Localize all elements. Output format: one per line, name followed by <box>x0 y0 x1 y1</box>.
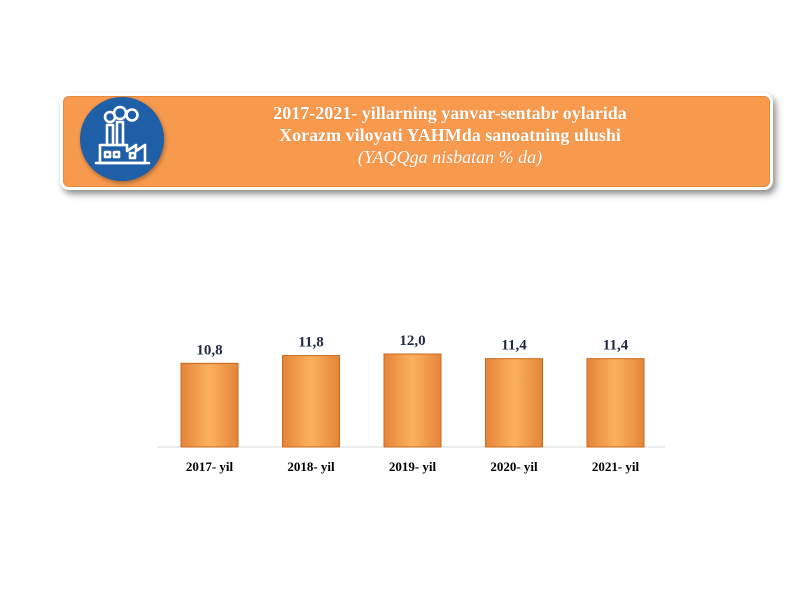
bar-2 <box>282 355 340 448</box>
data-label-2: 11,8 <box>298 335 323 351</box>
bar-5 <box>586 358 645 448</box>
data-label-4: 11,4 <box>501 338 527 354</box>
title-banner <box>60 93 773 190</box>
bar-3 <box>383 353 442 448</box>
title-line-1: 2017-2021- yillarning yanvar-sentabr oyl… <box>273 103 627 123</box>
factory-icon <box>80 97 164 181</box>
data-label-5: 11,4 <box>603 338 629 354</box>
bar-4 <box>485 358 543 448</box>
x-tick-label-2: 2018- yil <box>287 459 335 474</box>
chart-title: 2017-2021- yillarning yanvar-sentabr oyl… <box>170 102 730 168</box>
x-tick-label-5: 2021- yil <box>592 459 640 474</box>
data-label-1: 10,8 <box>196 342 222 358</box>
x-tick-label-4: 2020- yil <box>490 459 538 474</box>
data-label-3: 12,0 <box>399 333 425 349</box>
x-tick-label-3: 2019- yil <box>389 459 437 474</box>
title-line-2: Xorazm viloyati YAHMda sanoatning ulushi <box>279 125 621 145</box>
x-tick-label-1: 2017- yil <box>186 459 234 474</box>
bar-1 <box>180 362 239 448</box>
chart-subtitle: (YAQQga nisbatan % da) <box>357 147 543 167</box>
